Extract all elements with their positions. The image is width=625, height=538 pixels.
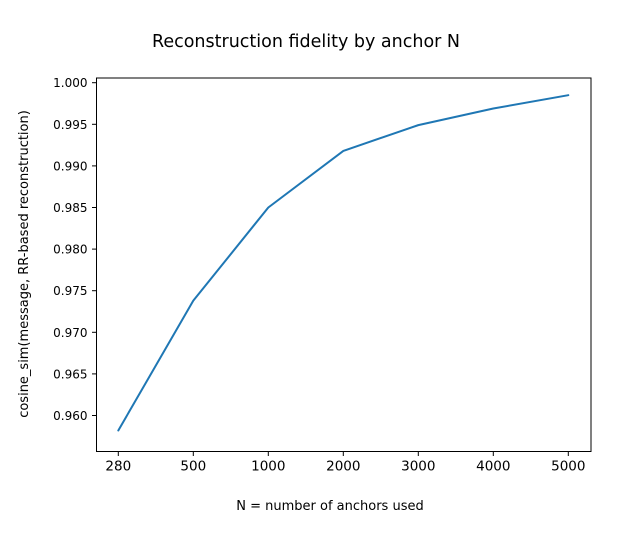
y-tick-label: 0.975 [53, 284, 87, 298]
x-tick-label: 1000 [251, 459, 285, 475]
x-tick-label: 4000 [476, 459, 510, 475]
x-tick-label: 5000 [551, 459, 585, 475]
y-tick-label: 0.960 [53, 409, 87, 423]
y-tick-label: 1.000 [53, 76, 87, 90]
y-tick-label: 0.995 [53, 118, 87, 132]
chart-title: Reconstruction fidelity by anchor N [152, 32, 460, 52]
x-tick-label: 500 [180, 459, 206, 475]
x-tick-label: 3000 [401, 459, 435, 475]
y-tick-label: 0.970 [53, 326, 87, 340]
y-tick-label: 0.985 [53, 201, 87, 215]
fidelity-line [117, 94, 570, 432]
y-axis-label: cosine_sim(message, RR-based reconstruct… [17, 110, 32, 418]
y-tick-label: 0.980 [53, 243, 87, 257]
x-tick-label: 280 [105, 459, 131, 475]
plot-border [96, 77, 592, 452]
x-axis-label: N = number of anchors used [236, 499, 423, 514]
plot-generated-content: 280 500 1000 2000 3000 4000 5000 0.960 0.965 0.97… [53, 76, 585, 474]
x-tick-label: 2000 [326, 459, 360, 475]
y-tick-label: 0.990 [53, 159, 87, 173]
y-tick-label: 0.965 [53, 367, 87, 381]
